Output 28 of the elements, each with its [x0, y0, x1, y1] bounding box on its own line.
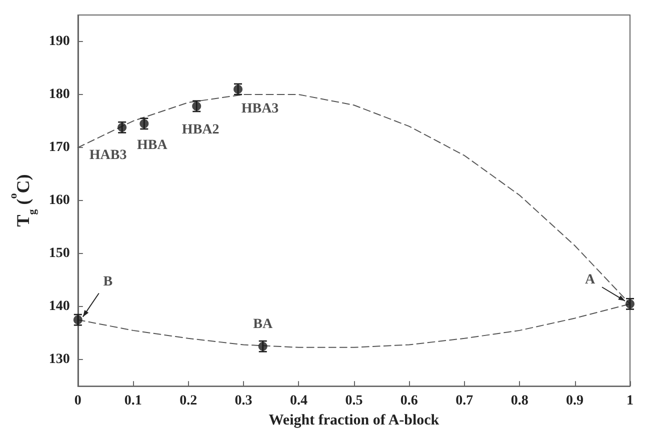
annotation: A: [584, 272, 596, 288]
y-tick-label: 130: [48, 352, 70, 368]
x-tick-label: 0.4: [290, 394, 308, 409]
annotation: HBA3: [241, 102, 279, 117]
x-tick-label: 1: [626, 394, 634, 409]
y-tick-label: 140: [48, 299, 70, 314]
annotation: BA: [253, 316, 274, 332]
x-tick-label: 0.8: [510, 394, 528, 409]
annotation: HBA: [136, 138, 168, 154]
annotation: HBA2: [182, 122, 220, 138]
x-tick-label: 0: [74, 394, 82, 409]
x-tick-label: 0.5: [345, 394, 363, 409]
x-tick-label: 0.1: [124, 394, 142, 409]
x-tick-label: 0.7: [456, 394, 474, 409]
x-tick-label: 0.9: [566, 394, 584, 409]
y-tick-label: 190: [48, 34, 70, 50]
y-tick-label: 170: [48, 140, 70, 156]
point: [73, 315, 82, 324]
y-axis-title: Tg (oC): [8, 174, 38, 227]
x-axis-title: Weight fraction of A-block: [268, 412, 440, 428]
y-tick-label: 160: [48, 193, 70, 208]
y-tick-label: 150: [48, 246, 70, 262]
x-tick-label: 0.3: [234, 394, 252, 409]
y-tick-label: 180: [48, 87, 70, 102]
annotation: B: [103, 274, 113, 290]
x-tick-label: 0.6: [400, 394, 418, 409]
x-tick-label: 0.2: [180, 394, 198, 409]
annotation: HAB3: [89, 148, 127, 163]
